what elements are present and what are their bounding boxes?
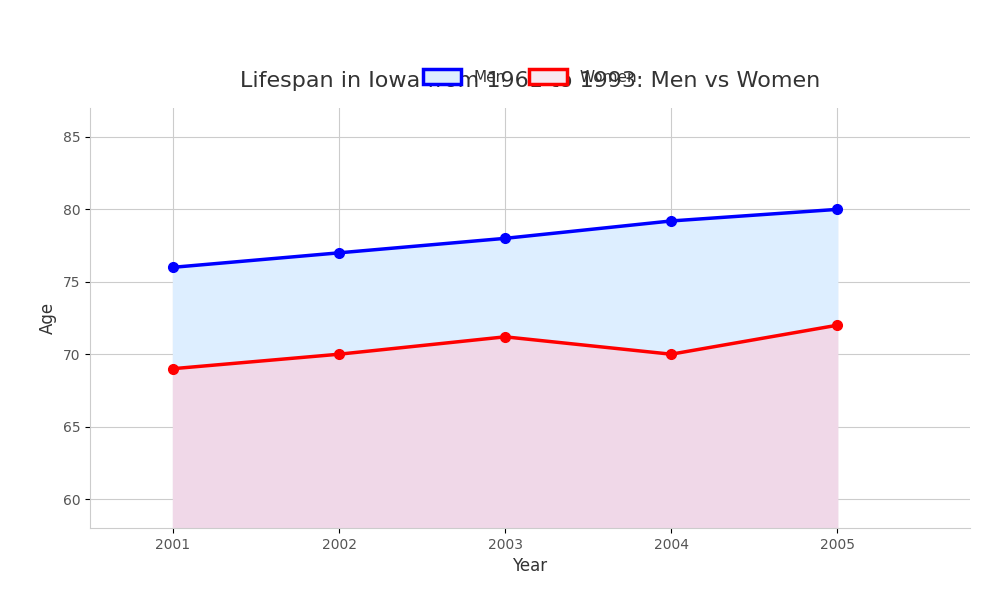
Men	[167, 264, 179, 271]
Women	[167, 365, 179, 372]
Women	[499, 333, 511, 340]
X-axis label: Year: Year	[512, 557, 548, 575]
Line: Women: Women	[168, 320, 842, 374]
Women	[333, 350, 345, 358]
Line: Men: Men	[168, 205, 842, 272]
Y-axis label: Age: Age	[39, 302, 57, 334]
Men	[333, 249, 345, 256]
Title: Lifespan in Iowa from 1961 to 1993: Men vs Women: Lifespan in Iowa from 1961 to 1993: Men …	[240, 71, 820, 91]
Legend: Men, Women: Men, Women	[416, 61, 644, 92]
Women	[665, 350, 677, 358]
Men	[665, 217, 677, 224]
Women	[831, 322, 843, 329]
Men	[831, 206, 843, 213]
Men	[499, 235, 511, 242]
